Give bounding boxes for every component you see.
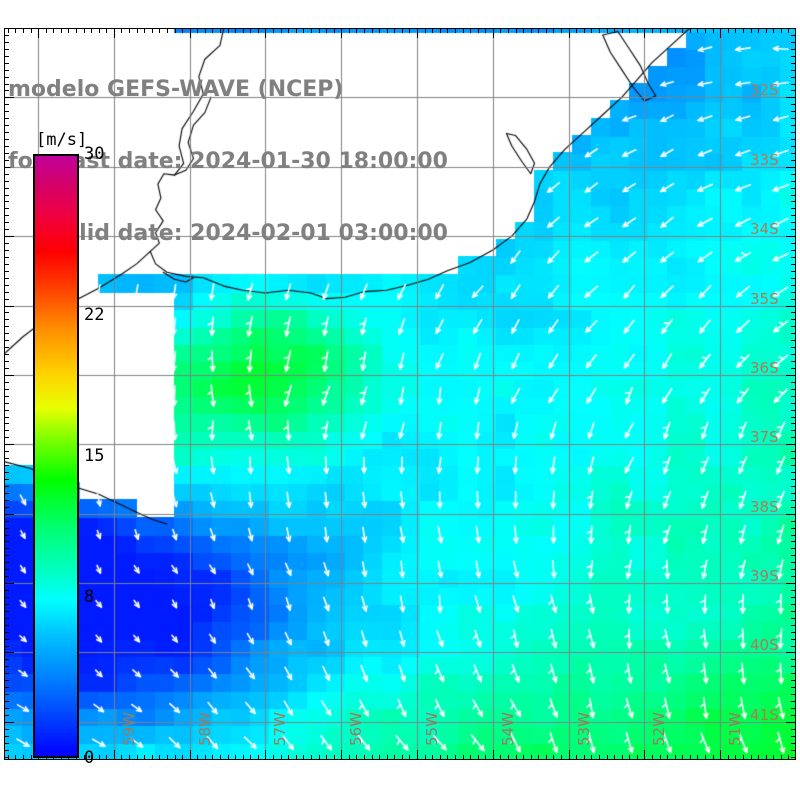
latitude-label-32s: 32S bbox=[750, 81, 779, 100]
colorbar[interactable] bbox=[33, 154, 79, 758]
latitude-label-34s: 34S bbox=[750, 220, 779, 239]
latitude-label-39s: 39S bbox=[750, 567, 779, 586]
longitude-label-56w: 56W bbox=[347, 712, 366, 746]
longitude-label-54w: 54W bbox=[498, 712, 517, 746]
longitude-label-53w: 53W bbox=[574, 712, 593, 746]
latitude-label-40s: 40S bbox=[750, 636, 779, 655]
latitude-label-41s: 41S bbox=[750, 705, 779, 724]
latitude-label-38s: 38S bbox=[750, 497, 779, 516]
latitude-label-33s: 33S bbox=[750, 150, 779, 169]
longitude-label-52w: 52W bbox=[650, 712, 669, 746]
latitude-label-36s: 36S bbox=[750, 358, 779, 377]
longitude-label-59w: 59W bbox=[119, 712, 138, 746]
colorbar-tick-30: 30 bbox=[84, 144, 105, 164]
longitude-label-55w: 55W bbox=[423, 712, 442, 746]
longitude-label-58w: 58W bbox=[195, 712, 214, 746]
colorbar-gradient bbox=[33, 154, 79, 758]
latitude-label-35s: 35S bbox=[750, 289, 779, 308]
longitude-label-57w: 57W bbox=[271, 712, 290, 746]
colorbar-tick-15: 15 bbox=[84, 446, 105, 466]
latitude-label-37s: 37S bbox=[750, 428, 779, 447]
colorbar-tick-8: 8 bbox=[84, 586, 95, 607]
colorbar-unit-label: [m/s] bbox=[36, 130, 88, 150]
colorbar-tick-22: 22 bbox=[84, 305, 105, 326]
longitude-label-51w: 51W bbox=[726, 712, 745, 746]
colorbar-tick-0: 0 bbox=[84, 748, 95, 768]
title-model-line: modelo GEFS-WAVE (NCEP) bbox=[8, 77, 344, 102]
